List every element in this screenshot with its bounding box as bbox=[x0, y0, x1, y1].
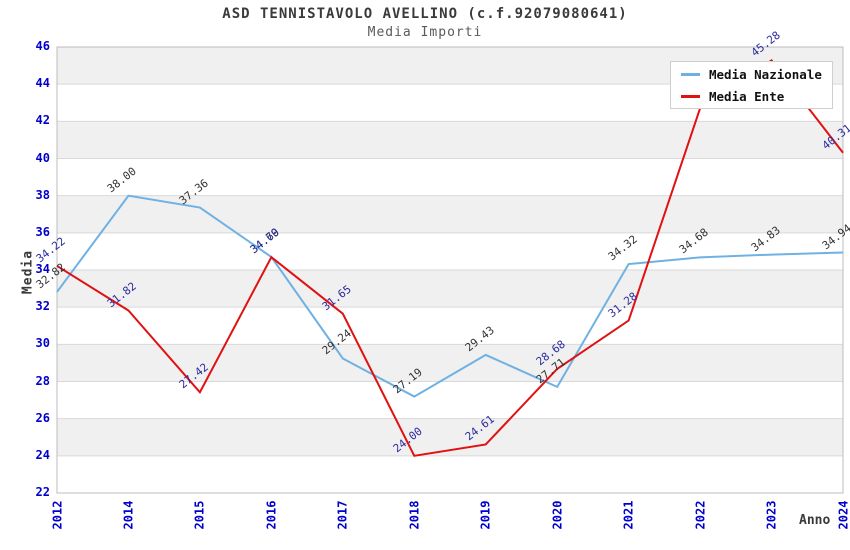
x-tick-label: 2017 bbox=[335, 500, 350, 530]
x-tick-label: 2020 bbox=[550, 500, 565, 530]
y-tick-label: 34 bbox=[35, 262, 50, 276]
chart-subtitle: Media Importi bbox=[367, 25, 483, 40]
legend-item-media-ente: Media Ente bbox=[681, 88, 822, 104]
series-line-0 bbox=[56, 194, 844, 398]
y-tick-label: 36 bbox=[35, 224, 50, 239]
x-tick-label: 2012 bbox=[50, 500, 64, 530]
legend-label-media-nazionale: Media Nazionale bbox=[709, 66, 822, 82]
y-tick-label: 28 bbox=[35, 373, 50, 388]
y-tick-label: 46 bbox=[35, 39, 50, 53]
series-line-1 bbox=[56, 59, 844, 457]
grid-band bbox=[57, 270, 843, 308]
grid-band bbox=[57, 121, 843, 159]
grid-band bbox=[57, 195, 843, 233]
y-tick-label: 32 bbox=[35, 299, 50, 314]
y-tick-label: 26 bbox=[35, 410, 50, 425]
x-tick-label: 2015 bbox=[192, 500, 207, 530]
x-tick-label: 2023 bbox=[764, 500, 779, 530]
y-tick-label: 40 bbox=[35, 150, 50, 165]
media-nazionale-line-swatch bbox=[681, 72, 700, 76]
y-tick-label: 44 bbox=[35, 76, 50, 91]
y-tick-label: 22 bbox=[35, 485, 50, 499]
x-tick-label: 2018 bbox=[407, 500, 422, 530]
legend-label-media-ente: Media Ente bbox=[709, 88, 785, 104]
x-tick-label: 2019 bbox=[478, 500, 493, 530]
y-tick-label: 42 bbox=[35, 113, 50, 128]
plot-border bbox=[56, 46, 844, 494]
x-tick-label: 2016 bbox=[264, 500, 279, 530]
x-tick-label: 2022 bbox=[693, 500, 708, 530]
chart-title: ASD TENNISTAVOLO AVELLINO (c.f.920790806… bbox=[222, 6, 628, 22]
x-axis-title: Anno bbox=[799, 513, 831, 528]
legend: Media Nazionale Media Ente bbox=[670, 61, 833, 109]
y-tick-label: 30 bbox=[35, 336, 50, 351]
media-ente-line-swatch bbox=[681, 94, 700, 98]
y-tick-label: 38 bbox=[35, 187, 50, 202]
x-tick-label: 2021 bbox=[621, 500, 636, 530]
y-tick-label: 24 bbox=[35, 447, 50, 462]
legend-item-media-nazionale: Media Nazionale bbox=[681, 66, 822, 82]
x-tick-label: 2014 bbox=[121, 500, 136, 530]
